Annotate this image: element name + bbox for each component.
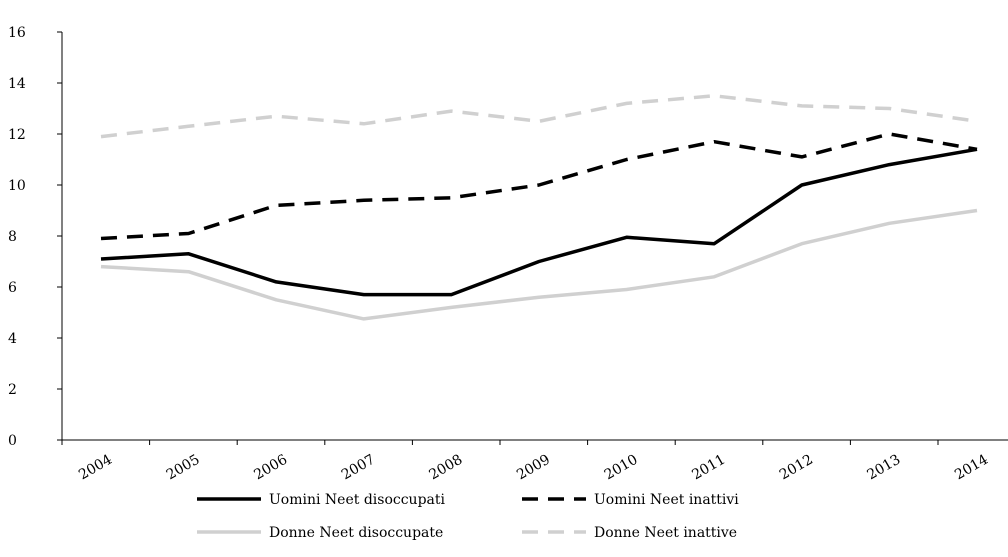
x-tick-label: 2005 [164, 452, 203, 484]
x-tick-label: 2009 [514, 452, 553, 484]
x-tick-label: 2006 [251, 452, 290, 484]
x-tick-label: 2007 [339, 452, 378, 484]
y-tick-label: 16 [8, 25, 26, 41]
y-tick-label: 14 [8, 76, 26, 92]
y-tick-label: 0 [8, 433, 17, 449]
y-tick-label: 12 [8, 127, 26, 143]
x-tick-label: 2004 [76, 452, 115, 484]
x-tick-label: 2013 [865, 452, 904, 484]
y-tick-label: 4 [8, 331, 17, 347]
x-tick-label: 2010 [602, 452, 641, 484]
x-tick-label: 2008 [427, 452, 466, 484]
x-tick-label: 2014 [952, 452, 991, 484]
legend-label-2: Uomini Neet inattivi [594, 492, 739, 508]
series-line-1 [100, 147, 978, 297]
x-tick-label: 2012 [777, 452, 816, 484]
legend: Uomini Neet disoccupati Uomini Neet inatt… [197, 492, 739, 541]
x-tick-label: 2011 [689, 452, 728, 484]
y-tick-label: 2 [8, 382, 17, 398]
legend-label-1: Uomini Neet disoccupati [269, 492, 446, 508]
series-layer [100, 94, 978, 321]
series-line-2 [100, 132, 978, 241]
series-line-3 [100, 208, 978, 321]
x-axis: 2004 2005 2006 2007 2008 2009 2010 2011 2012 2013… [61, 439, 1008, 484]
y-axis: 0 2 4 6 8 10 12 14 16 [8, 25, 63, 449]
series-line-4 [100, 94, 978, 139]
legend-label-3: Donne Neet disoccupate [269, 525, 443, 541]
y-tick-label: 10 [8, 178, 26, 194]
y-tick-label: 8 [8, 229, 17, 245]
y-tick-label: 6 [8, 280, 17, 296]
legend-label-4: Donne Neet inattive [594, 525, 737, 541]
